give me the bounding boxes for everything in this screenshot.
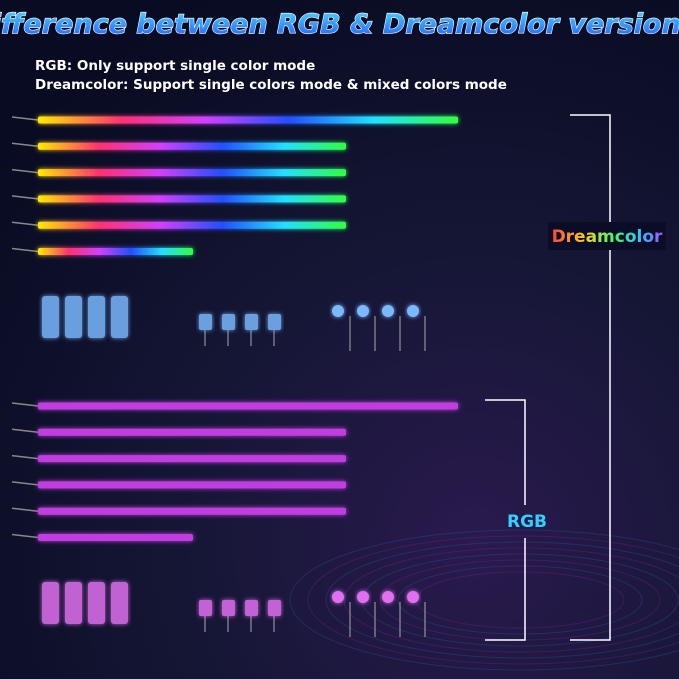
module bbox=[357, 305, 369, 317]
light-strips bbox=[11, 116, 458, 637]
strip bbox=[38, 142, 346, 150]
module bbox=[268, 600, 281, 616]
wire bbox=[11, 454, 39, 460]
module bbox=[332, 305, 344, 317]
info-line: RGB: Only support single color mode bbox=[35, 58, 315, 74]
module bbox=[357, 591, 369, 603]
dreamcolor-bracket bbox=[570, 114, 611, 641]
swirl bbox=[289, 529, 679, 671]
strip bbox=[38, 402, 458, 410]
wire bbox=[11, 247, 39, 253]
module bbox=[111, 296, 128, 338]
wire bbox=[11, 428, 39, 434]
strip bbox=[38, 248, 193, 255]
wire bbox=[11, 481, 39, 486]
module bbox=[222, 600, 235, 616]
strip bbox=[38, 481, 346, 489]
decoration bbox=[289, 529, 679, 671]
wire bbox=[11, 507, 39, 512]
module bbox=[382, 591, 394, 603]
module bbox=[199, 314, 212, 330]
swirl bbox=[343, 547, 679, 653]
wire bbox=[11, 116, 39, 121]
module bbox=[245, 314, 258, 330]
module bbox=[222, 314, 235, 330]
wire bbox=[11, 142, 39, 148]
module bbox=[42, 296, 59, 338]
strip bbox=[38, 195, 346, 203]
strip bbox=[38, 507, 346, 515]
rgb-bracket bbox=[485, 399, 526, 505]
module bbox=[199, 600, 212, 616]
module bbox=[111, 582, 128, 624]
dreamcolor-label: Dreamcolor bbox=[552, 227, 663, 247]
strip bbox=[38, 455, 346, 463]
wire bbox=[11, 195, 39, 200]
wire bbox=[11, 533, 39, 539]
strip bbox=[38, 428, 346, 436]
strip bbox=[38, 169, 346, 177]
module bbox=[382, 305, 394, 317]
wire bbox=[11, 168, 39, 174]
wire bbox=[11, 402, 39, 407]
wire bbox=[11, 221, 39, 226]
module bbox=[65, 582, 82, 624]
module bbox=[65, 296, 82, 338]
module bbox=[245, 600, 258, 616]
strip bbox=[38, 534, 193, 541]
module bbox=[42, 582, 59, 624]
swirl bbox=[307, 535, 679, 665]
module bbox=[268, 314, 281, 330]
rgb-bracket bbox=[485, 538, 526, 641]
module bbox=[332, 591, 344, 603]
title: Difference between RGB & Dreamcolor vers… bbox=[0, 9, 679, 40]
info-line: Dreamcolor: Support single colors mode &… bbox=[35, 77, 507, 93]
module bbox=[407, 591, 419, 603]
rgb-label: RGB bbox=[507, 512, 547, 532]
strip bbox=[38, 221, 346, 229]
module bbox=[88, 582, 105, 624]
brackets bbox=[485, 114, 611, 641]
module bbox=[407, 305, 419, 317]
module bbox=[88, 296, 105, 338]
label-bg bbox=[548, 222, 666, 250]
strip bbox=[38, 116, 458, 124]
swirl bbox=[325, 541, 679, 659]
swirl bbox=[397, 565, 643, 635]
